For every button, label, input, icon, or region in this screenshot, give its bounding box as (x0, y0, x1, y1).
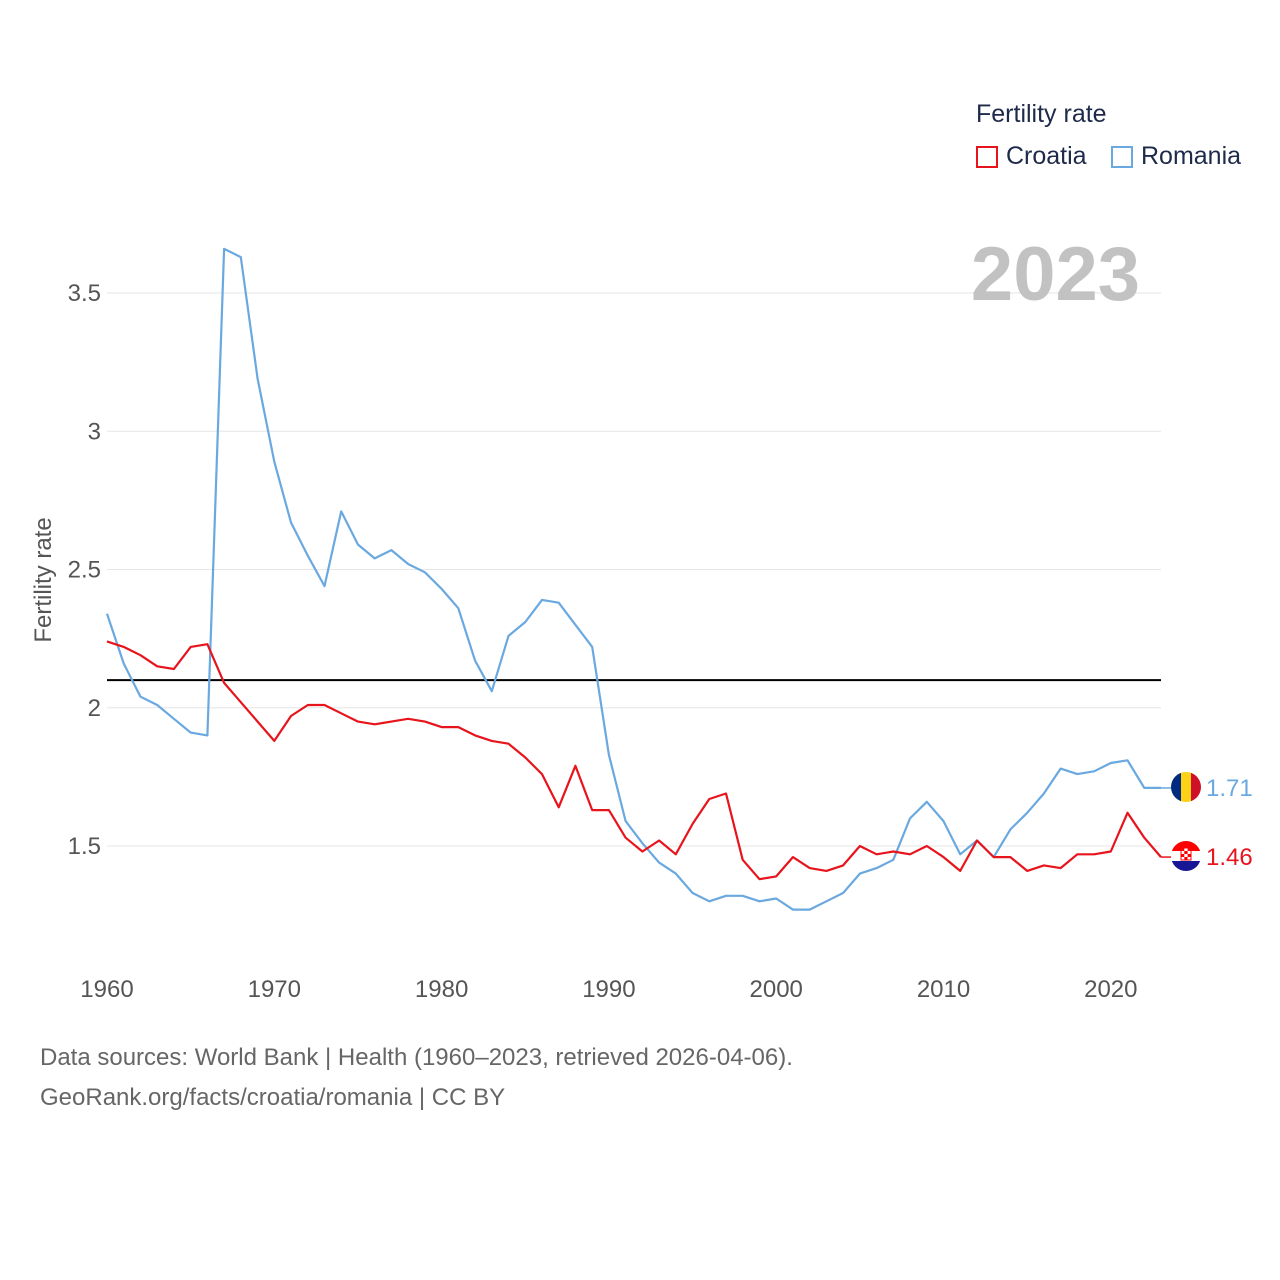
y-tick-label: 2 (88, 695, 101, 722)
legend-label-croatia: Croatia (1006, 142, 1087, 170)
series-line-croatia (106, 640, 1162, 881)
x-tick-label: 1970 (248, 976, 301, 1003)
series-line-romania (105, 247, 1161, 911)
y-axis-ticks: 1.5 2 2.5 3 3.5 (68, 280, 101, 860)
x-tick-label: 1960 (80, 976, 133, 1003)
x-tick-label: 2020 (1084, 976, 1137, 1003)
source-link[interactable]: GeoRank.org/facts/croatia/romania | CC B… (40, 1084, 506, 1111)
end-label-romania: 1.71 (1206, 775, 1253, 802)
y-tick-label: 1.5 (68, 833, 101, 860)
legend-label-romania: Romania (1141, 142, 1242, 170)
y-tick-label: 2.5 (68, 557, 101, 584)
x-tick-label: 2010 (917, 976, 970, 1003)
x-tick-label: 2000 (750, 976, 803, 1003)
legend-item-croatia[interactable]: Croatia (976, 142, 1087, 171)
x-tick-label: 1980 (415, 976, 468, 1003)
end-markers: 1.46 1.71 (1171, 772, 1253, 871)
romania-flag-icon (1171, 772, 1201, 802)
y-tick-label: 3.5 (68, 280, 101, 307)
source-note: Data sources: World Bank | Health (1960–… (40, 1044, 793, 1071)
x-tick-label: 1990 (582, 976, 635, 1003)
end-label-croatia: 1.46 (1206, 844, 1253, 871)
legend-swatch-romania (1111, 145, 1133, 168)
x-axis-ticks: 1960 1970 1980 1990 2000 2010 2020 (80, 976, 1137, 1003)
croatia-flag-icon (1171, 841, 1201, 871)
grid-lines (107, 292, 1161, 847)
series-lines (105, 247, 1172, 911)
year-label: 2023 (971, 232, 1140, 317)
legend-item-romania[interactable]: Romania (1111, 142, 1241, 171)
y-axis-title: Fertility rate (30, 517, 57, 642)
y-tick-label: 3 (88, 418, 101, 445)
legend-title: Fertility rate (976, 100, 1107, 128)
legend-swatch-croatia (976, 145, 998, 168)
